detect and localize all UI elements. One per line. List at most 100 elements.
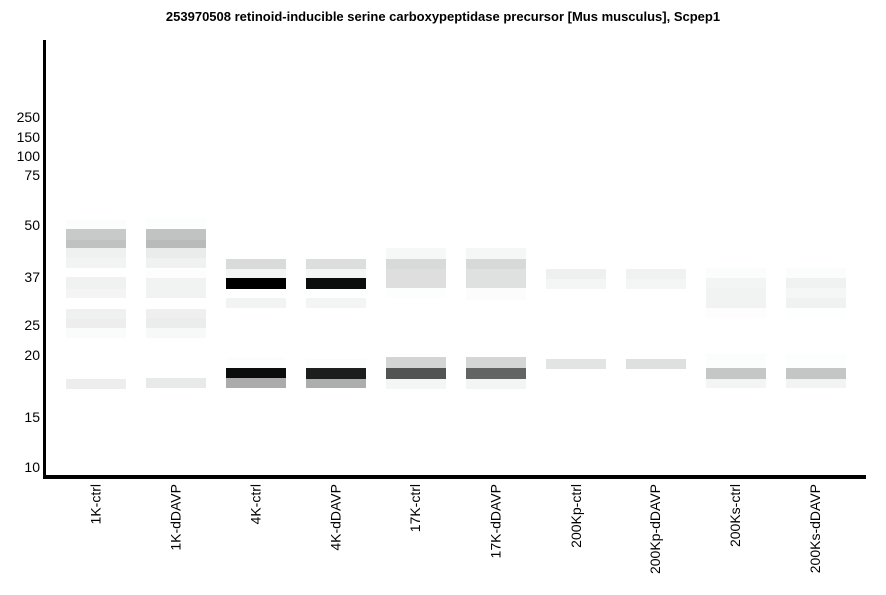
gel-band [226, 357, 286, 368]
lane-label: 1K-dDAVP [167, 484, 184, 551]
gel-band [706, 268, 766, 278]
gel-lane [386, 0, 446, 595]
y-tick-label: 75 [24, 167, 40, 183]
x-axis-line [43, 475, 866, 479]
gel-band [386, 379, 446, 389]
gel-band [306, 379, 366, 388]
gel-band [466, 368, 526, 379]
gel-band [66, 328, 126, 338]
gel-band [226, 298, 286, 308]
y-tick-label: 25 [24, 317, 40, 333]
gel-lane [466, 0, 526, 595]
lane-label: 1K-ctrl [87, 484, 104, 525]
gel-band [786, 354, 846, 368]
gel-band [146, 218, 206, 228]
gel-band [786, 379, 846, 388]
gel-band [546, 279, 606, 289]
gel-band [546, 269, 606, 279]
gel-band [226, 259, 286, 269]
gel-band [146, 318, 206, 328]
gel-band [306, 368, 366, 379]
lane-label: 4K-dDAVP [327, 484, 344, 551]
y-tick-label: 20 [24, 347, 40, 363]
gel-band [706, 308, 766, 318]
gel-band [706, 379, 766, 388]
gel-band [786, 278, 846, 288]
gel-band [706, 288, 766, 308]
y-axis-line [43, 40, 46, 478]
gel-band [306, 278, 366, 289]
gel-band [786, 368, 846, 379]
gel-band [226, 368, 286, 378]
gel-lane [786, 0, 846, 595]
y-tick-label: 15 [24, 409, 40, 425]
gel-band [146, 270, 206, 278]
y-tick-label: 50 [24, 217, 40, 233]
y-tick-label: 10 [24, 459, 40, 475]
gel-band [386, 269, 446, 288]
y-tick-label: 37 [24, 269, 40, 285]
gel-lane [626, 0, 686, 595]
gel-lane [146, 0, 206, 595]
gel-lane [306, 0, 366, 595]
gel-lane [66, 0, 126, 595]
gel-band [626, 269, 686, 279]
gel-band [306, 298, 366, 308]
gel-band [306, 359, 366, 368]
gel-band [146, 240, 206, 248]
gel-band [66, 289, 126, 298]
gel-band [786, 268, 846, 278]
gel-band [66, 379, 126, 389]
gel-lane [706, 0, 766, 595]
gel-band [626, 359, 686, 369]
gel-band [66, 220, 126, 229]
gel-band [466, 379, 526, 389]
y-tick-label: 100 [16, 148, 40, 164]
lane-label: 17K-ctrl [407, 484, 424, 533]
gel-band [706, 354, 766, 368]
gel-band [146, 229, 206, 240]
gel-band [66, 309, 126, 319]
gel-band [146, 278, 206, 298]
lane-label: 200Ks-dDAVP [807, 484, 824, 574]
gel-band [386, 248, 446, 259]
gel-band [146, 328, 206, 338]
gel-band [66, 319, 126, 328]
y-tick-label: 250 [16, 109, 40, 125]
gel-band [466, 248, 526, 259]
lane-label: 200Kp-ctrl [567, 484, 584, 548]
gel-band [786, 308, 846, 318]
lane-label: 17K-dDAVP [487, 484, 504, 559]
gel-band [386, 368, 446, 379]
lane-label: 200Ks-ctrl [727, 484, 744, 548]
gel-band [786, 288, 846, 298]
gel-band [306, 259, 366, 269]
y-tick-label: 150 [16, 129, 40, 145]
gel-band [386, 259, 446, 269]
lane-label: 4K-ctrl [247, 484, 264, 525]
gel-band [146, 248, 206, 258]
gel-band [66, 229, 126, 240]
gel-band [466, 288, 526, 300]
gel-band [146, 258, 206, 268]
gel-band [146, 309, 206, 318]
gel-band [386, 357, 446, 368]
gel-band [306, 269, 366, 278]
gel-band [626, 279, 686, 289]
chart-title: 253970508 retinoid-inducible serine carb… [165, 9, 721, 24]
gel-band [386, 288, 446, 298]
lane-label: 200Kp-dDAVP [647, 484, 664, 575]
gel-band [466, 269, 526, 288]
gel-band [226, 269, 286, 278]
gel-band [466, 259, 526, 269]
gel-lane [226, 0, 286, 595]
gel-band [66, 248, 126, 258]
gel-band [466, 357, 526, 368]
gel-band [66, 277, 126, 289]
gel-band [226, 378, 286, 388]
gel-band [786, 298, 846, 308]
gel-band [706, 278, 766, 288]
gel-band [66, 258, 126, 268]
gel-band [226, 278, 286, 289]
